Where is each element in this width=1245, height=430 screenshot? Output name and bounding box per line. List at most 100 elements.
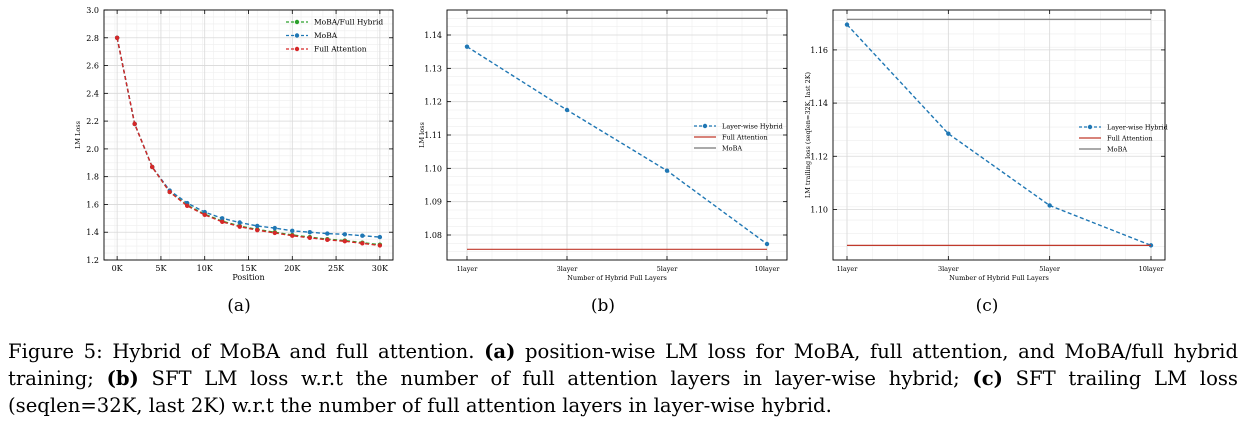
chart-b-legend-label: Full Attention bbox=[722, 134, 768, 142]
chart-a-ytick-label: 2.4 bbox=[86, 89, 99, 98]
chart-a-legend-marker bbox=[294, 33, 300, 38]
chart-a-ytick-label: 1.2 bbox=[86, 256, 99, 265]
chart-b: 1.08 1.09 1.10 1.11 1.12 1.13 1.14 1layer 3layer… bbox=[418, 9, 788, 282]
chart-a-xtick-label: 0K bbox=[112, 264, 124, 273]
chart-a-ytick-label: 1.6 bbox=[86, 200, 99, 209]
chart-a-legend-marker bbox=[294, 46, 300, 52]
subfigure-label-a: (a) bbox=[227, 296, 251, 316]
chart-a-ytick-label: 1.4 bbox=[86, 228, 99, 237]
caption-a-text: position-wise LM loss for MoBA, full att… bbox=[8, 340, 1238, 390]
chart-c-legend-label: Full Attention bbox=[1107, 135, 1153, 143]
chart-b-ytick-label: 1.09 bbox=[424, 198, 442, 207]
chart-a-xtick-label: 30K bbox=[372, 264, 389, 273]
chart-a-series-moba-point bbox=[220, 216, 225, 221]
chart-c-series-layer-wise-hybrid-point bbox=[946, 131, 951, 136]
chart-b-series-layer-wise-hybrid-point bbox=[464, 44, 470, 49]
chart-a-series-full-attention-point bbox=[220, 219, 225, 225]
caption-c-label: (c) bbox=[972, 367, 1003, 390]
chart-b-ytick-label: 1.12 bbox=[424, 98, 442, 107]
subfigure-label-b: (b) bbox=[590, 296, 616, 316]
chart-c-xtick-label: 10layer bbox=[1139, 265, 1165, 273]
chart-b-xtick-label: 5layer bbox=[657, 265, 679, 273]
chart-c-ytick-label: 1.14 bbox=[810, 99, 828, 108]
chart-c-axes-frame bbox=[832, 9, 1166, 261]
chart-a-series-moba-point bbox=[290, 228, 295, 234]
chart-a-ytick-label: 2.8 bbox=[86, 34, 99, 43]
chart-c-series-layer-wise-hybrid-line bbox=[846, 24, 1152, 247]
caption-a-label: (a) bbox=[484, 340, 516, 363]
chart-a-legend: MoBA/Full Hybrid MoBA Full Attention bbox=[286, 18, 383, 54]
chart-a-series-full-attention-point bbox=[307, 235, 313, 240]
chart-a-series-moba-point bbox=[377, 234, 383, 240]
chart-a-xtick-label: 25K bbox=[328, 264, 345, 273]
chart-a-series-full-attention-point bbox=[377, 243, 383, 248]
chart-c-series-layer-wise-hybrid-point bbox=[1047, 203, 1052, 208]
chart-b-legend-label: Layer-wise Hybrid bbox=[722, 123, 783, 131]
chart-b-grid bbox=[447, 9, 787, 261]
chart-a-ytick-label: 3.0 bbox=[86, 6, 99, 15]
chart-c-xlabel: Number of Hybrid Full Layers bbox=[949, 274, 1049, 282]
chart-b-legend: Layer-wise Hybrid Full Attention MoBA bbox=[694, 123, 783, 153]
chart-a-legend-label: MoBA bbox=[314, 31, 338, 40]
chart-a-series-full-attention-point bbox=[167, 189, 172, 195]
chart-a: 1.2 1.4 1.6 1.8 2.0 2.2 2.4 2.6 2.8 3.0 0K 5K 10K 15K… bbox=[74, 6, 394, 282]
chart-c-legend-label: MoBA bbox=[1107, 146, 1127, 154]
subfigure-label-c: (c) bbox=[975, 296, 999, 316]
chart-a-series-full-attention-line bbox=[116, 37, 380, 247]
chart-c: 1.10 1.12 1.14 1.16 1layer 3layer 5layer 10laye… bbox=[804, 9, 1168, 282]
chart-a-series-moba-point bbox=[272, 225, 277, 231]
chart-a-series-moba-line bbox=[116, 37, 380, 238]
chart-c-series-layer-wise-hybrid-point bbox=[844, 22, 850, 27]
chart-c-legend-label: Layer-wise Hybrid bbox=[1107, 124, 1168, 132]
caption-b-text: SFT LM loss w.r.t the number of full att… bbox=[138, 367, 973, 390]
chart-a-ytick-label: 2.0 bbox=[86, 145, 99, 154]
chart-a-xtick-label: 20K bbox=[284, 264, 301, 273]
chart-a-series-full-attention-point bbox=[114, 35, 120, 40]
chart-b-series-layer-wise-hybrid-point bbox=[664, 168, 670, 173]
chart-a-series-full-attention-point bbox=[255, 227, 260, 233]
chart-b-legend-marker bbox=[702, 123, 708, 129]
chart-a-series-moba-point bbox=[325, 231, 330, 236]
chart-a-series-full-attention-point bbox=[184, 203, 190, 209]
chart-a-series-full-attention-point bbox=[325, 237, 330, 243]
chart-a-xtick-label: 5K bbox=[155, 264, 167, 273]
chart-a-series-full-attention-point bbox=[149, 164, 155, 170]
figure-charts: 1.2 1.4 1.6 1.8 2.0 2.2 2.4 2.6 2.8 3.0 0K 5K 10K 15K… bbox=[74, 6, 1168, 282]
chart-b-ytick-label: 1.10 bbox=[424, 164, 442, 173]
chart-c-ytick-label: 1.10 bbox=[810, 205, 828, 214]
chart-a-series-moba-point bbox=[255, 223, 260, 229]
caption-b-label: (b) bbox=[106, 367, 139, 390]
chart-a-series-full-attention bbox=[114, 35, 383, 248]
chart-b-series-layer-wise-hybrid-point bbox=[564, 107, 570, 113]
chart-a-ytick-label: 1.8 bbox=[86, 173, 99, 182]
chart-b-legend-label: MoBA bbox=[722, 145, 742, 153]
chart-b-xtick-label: 3layer bbox=[557, 265, 579, 273]
chart-a-series-full-attention-point bbox=[360, 241, 365, 246]
chart-a-series-full-attention-point bbox=[272, 230, 277, 236]
figure-caption: Figure 5: Hybrid of MoBA and full attent… bbox=[8, 338, 1238, 419]
chart-a-ytick-label: 2.6 bbox=[86, 62, 99, 71]
chart-b-ytick-label: 1.11 bbox=[424, 131, 442, 140]
chart-a-series-full-attention-point bbox=[202, 212, 207, 218]
chart-a-series-full-attention-point bbox=[342, 239, 348, 244]
chart-a-series-full-attention-point bbox=[132, 121, 137, 127]
chart-c-xtick-label: 1layer bbox=[837, 265, 859, 273]
chart-c-legend-marker bbox=[1087, 124, 1093, 130]
chart-c-ytick-label: 1.16 bbox=[810, 46, 828, 55]
chart-a-series-moba-point bbox=[307, 230, 313, 235]
chart-b-series-layer-wise-hybrid-line bbox=[466, 46, 768, 245]
chart-a-series-full-attention-point bbox=[290, 233, 295, 238]
chart-c-xtick-label: 3layer bbox=[938, 265, 960, 273]
chart-b-series-layer-wise-hybrid-point bbox=[764, 241, 770, 247]
chart-a-series-full-attention-point bbox=[237, 224, 242, 229]
chart-a-series-moba-point bbox=[342, 232, 348, 237]
chart-a-series-moba-point bbox=[360, 233, 365, 238]
chart-a-xtick-label: 10K bbox=[197, 264, 214, 273]
caption-prefix: Figure 5: Hybrid of MoBA and full attent… bbox=[8, 340, 485, 363]
chart-a-xtick-label: 15K bbox=[240, 264, 257, 273]
chart-a-ytick-label: 2.2 bbox=[86, 117, 99, 126]
chart-a-legend-label: Full Attention bbox=[314, 45, 367, 54]
chart-b-ytick-label: 1.14 bbox=[424, 31, 442, 40]
chart-a-ylabel: LM Loss bbox=[74, 121, 82, 149]
chart-c-ylabel: LM trailing loss (seqlen=32K, last 2K) bbox=[804, 71, 812, 198]
